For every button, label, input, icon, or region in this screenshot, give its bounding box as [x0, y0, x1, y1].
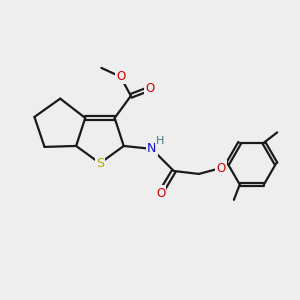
- Text: O: O: [156, 187, 165, 200]
- Text: H: H: [156, 136, 164, 146]
- Text: S: S: [96, 157, 104, 170]
- Text: O: O: [116, 70, 125, 83]
- Text: O: O: [216, 161, 226, 175]
- Text: N: N: [147, 142, 156, 155]
- Text: O: O: [146, 82, 154, 95]
